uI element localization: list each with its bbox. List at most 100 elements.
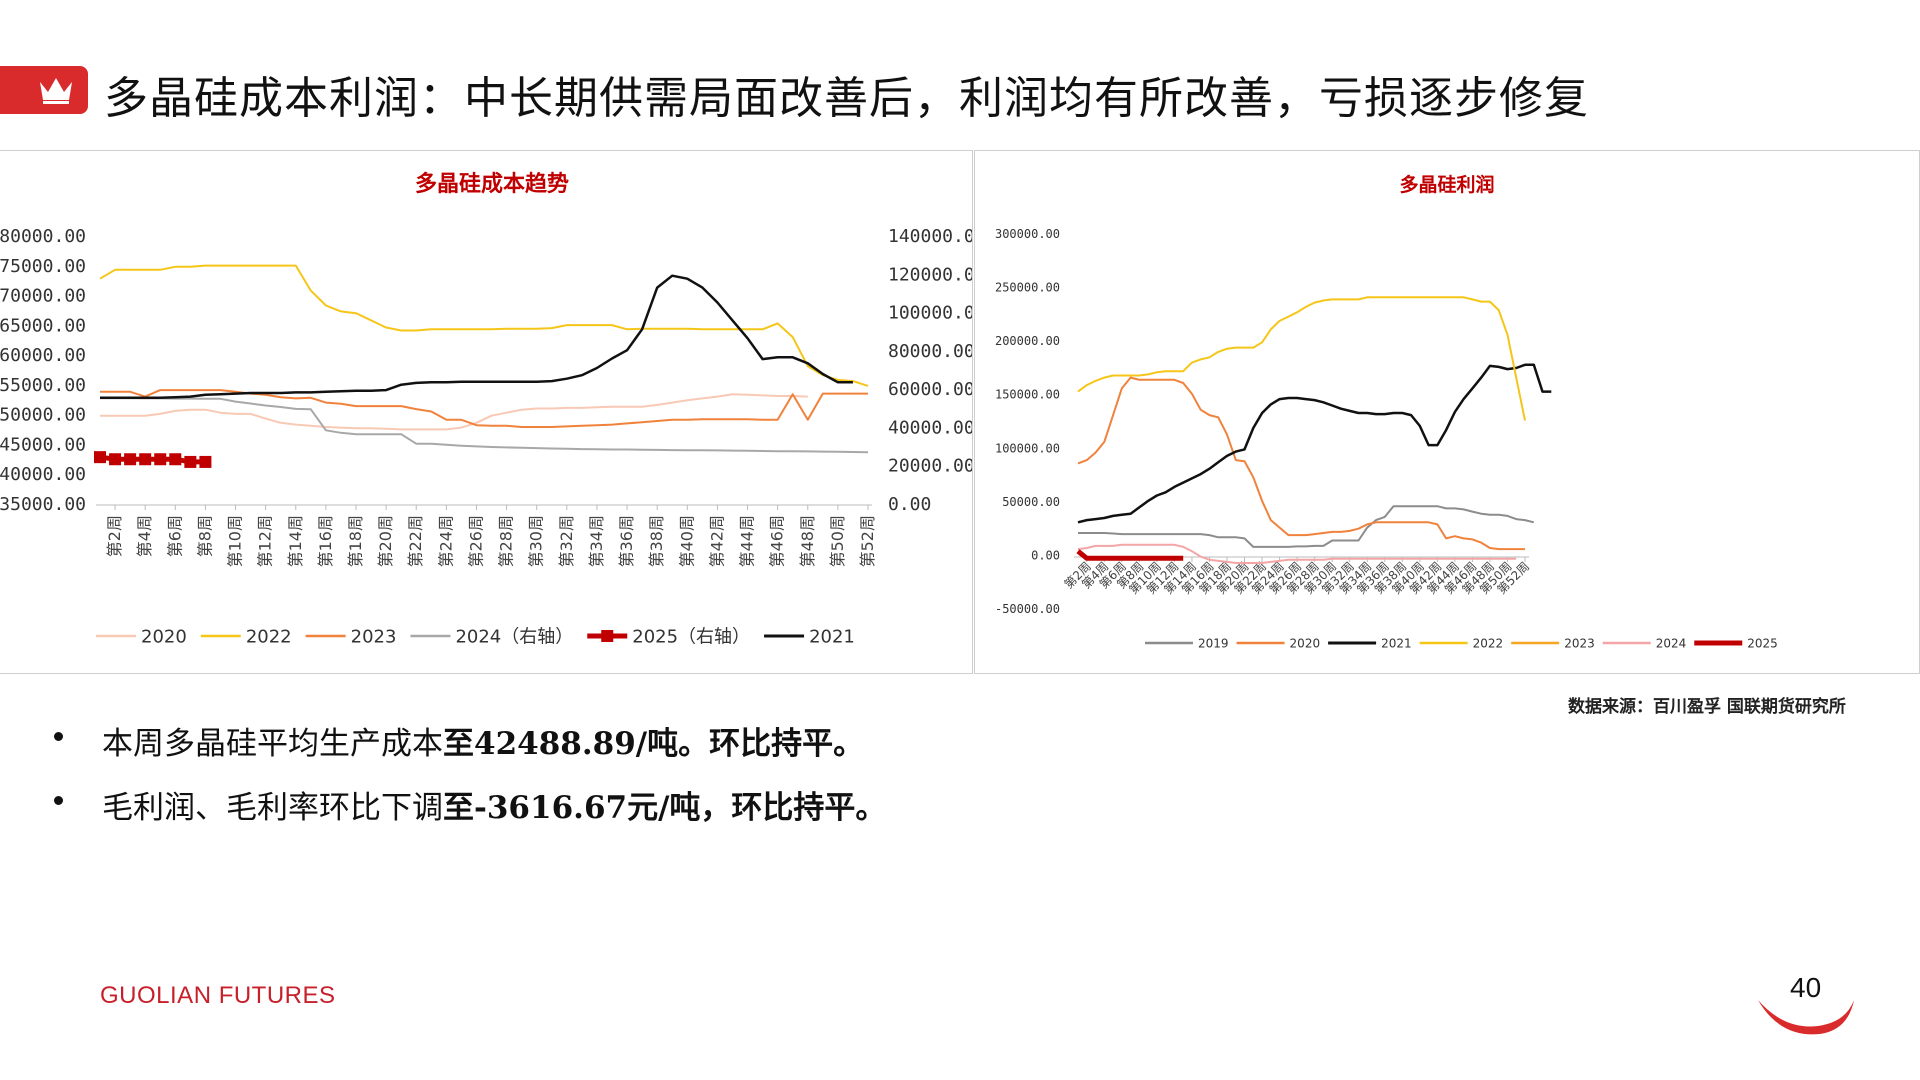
series-line xyxy=(1078,505,1535,548)
legend-label: 2024（右轴） xyxy=(455,626,573,647)
series-line xyxy=(1077,376,1525,551)
x-tick-label: 第22周 xyxy=(406,515,425,567)
y-tick-label: 50000.00 xyxy=(1002,495,1060,509)
series-marker xyxy=(94,451,106,464)
cost-chart-panel: 多晶硅成本趋势 80000.00 75000.00 70000.00 65000.00 6… xyxy=(0,150,973,674)
x-tick-label: 第48周 xyxy=(798,515,817,567)
series-line xyxy=(99,264,869,387)
x-tick-label: 第20周 xyxy=(376,515,395,567)
x-tick-label: 第18周 xyxy=(346,515,365,567)
series-marker xyxy=(139,453,152,466)
series-marker xyxy=(169,453,182,466)
y-tick-label: 200000.00 xyxy=(995,334,1060,348)
legend-label: 2019 xyxy=(1198,636,1229,650)
series-line xyxy=(1077,363,1552,524)
title-accent-bar xyxy=(0,66,88,114)
swoosh-icon xyxy=(1758,1000,1854,1035)
y-tick-label: 0.00 xyxy=(1031,548,1060,562)
y-tick-label: 40000.00 xyxy=(0,464,86,485)
x-tick-label: 第46周 xyxy=(768,515,787,567)
x-tick-label: 第36周 xyxy=(617,515,636,567)
y-tick-label: 65000.00 xyxy=(0,315,86,336)
x-tick-label: 第44周 xyxy=(738,515,757,567)
bullet-text-bold: 至42488.89/吨。环比持平。 xyxy=(443,726,865,762)
x-tick-label: 第2周 xyxy=(105,515,124,557)
y-tick-label: 60000.00 xyxy=(0,345,86,366)
brand-logo-text: GUOLIAN FUTURES xyxy=(100,982,336,1009)
bullet-text-bold: 至-3616.67元/吨，环比持平。 xyxy=(443,790,887,826)
y2-tick-label: 0.00 xyxy=(888,494,931,515)
y-tick-label: 80000.00 xyxy=(0,226,86,247)
x-tick-label: 第52周 xyxy=(858,515,877,567)
y2-tick-label: 40000.00 xyxy=(888,417,972,438)
bullet-item-cost: 本周多晶硅平均生产成本至42488.89/吨。环比持平。 xyxy=(50,718,886,782)
y-tick-label: 45000.00 xyxy=(0,434,86,455)
series-line xyxy=(1077,543,1517,564)
legend-label: 2021 xyxy=(1381,636,1412,650)
x-tick-label: 第10周 xyxy=(226,515,245,567)
series-line xyxy=(100,389,868,428)
series-marker xyxy=(184,455,197,468)
x-tick-label: 第12周 xyxy=(256,515,275,567)
y2-tick-label: 120000.00 xyxy=(888,264,972,285)
series-line xyxy=(1077,296,1526,421)
x-tick-label: 第32周 xyxy=(557,515,576,567)
y2-tick-label: 60000.00 xyxy=(888,379,972,400)
x-tick-label: 第42周 xyxy=(707,515,726,567)
y-tick-label: 70000.00 xyxy=(0,286,86,307)
legend-label: 2021 xyxy=(809,626,855,647)
legend-label: 2023 xyxy=(351,626,397,647)
profit-chart-panel: 多晶硅利润 300000.00 250000.00 200000.00 150000.0… xyxy=(974,150,1920,674)
y-tick-label: 55000.00 xyxy=(0,375,86,396)
x-tick-label: 第38周 xyxy=(647,515,666,567)
page-title: 多晶硅成本利润：中长期供需局面改善后，利润均有所改善，亏损逐步修复 xyxy=(104,73,1589,124)
chart-title: 多晶硅利润 xyxy=(1399,173,1494,196)
series-line xyxy=(100,274,853,400)
bullet-item-profit: 毛利润、毛利率环比下调至-3616.67元/吨，环比持平。 xyxy=(50,782,886,846)
y2-tick-label: 100000.00 xyxy=(888,303,972,324)
x-tick-label: 第28周 xyxy=(497,515,516,567)
x-tick-label: 第14周 xyxy=(286,515,305,567)
legend-label: 2020 xyxy=(141,626,187,647)
y-tick-label: 75000.00 xyxy=(0,256,86,277)
x-tick-label: 第16周 xyxy=(316,515,335,567)
x-tick-label: 第26周 xyxy=(466,515,485,567)
x-tick-label: 第24周 xyxy=(436,515,455,567)
series-marker xyxy=(199,455,212,468)
x-tick-label: 第40周 xyxy=(677,515,696,567)
y-tick-label: 35000.00 xyxy=(0,494,86,515)
legend-label: 2025（右轴） xyxy=(632,626,750,647)
y-tick-label: 50000.00 xyxy=(0,405,86,426)
bullet-dot xyxy=(54,732,63,741)
bullet-text: 毛利润、毛利率环比下调 xyxy=(102,790,443,826)
page-number: 40 xyxy=(1790,972,1822,1003)
cost-trend-chart: 多晶硅成本趋势 80000.00 75000.00 70000.00 65000.00 6… xyxy=(0,171,972,647)
y2-tick-label: 140000.00 xyxy=(888,226,972,247)
y-tick-label: 250000.00 xyxy=(995,281,1060,295)
data-source-note: 数据来源：百川盈孚 国联期货研究所 xyxy=(1568,697,1846,717)
x-tick-label: 第4周 xyxy=(135,515,154,557)
bullet-list: 本周多晶硅平均生产成本至42488.89/吨。环比持平。 毛利润、毛利率环比下调… xyxy=(50,718,886,846)
x-tick-label: 第8周 xyxy=(195,515,214,557)
y-tick-label: -50000.00 xyxy=(995,602,1060,616)
legend-marker xyxy=(601,630,614,642)
x-tick-label: 第30周 xyxy=(527,515,546,567)
series-marker xyxy=(109,453,122,466)
legend-label: 2024 xyxy=(1656,636,1687,650)
series-marker xyxy=(154,453,167,466)
x-tick-label: 第50周 xyxy=(828,515,847,567)
series-line xyxy=(1076,549,1184,561)
chart-title: 多晶硅成本趋势 xyxy=(415,171,569,197)
y-tick-label: 150000.00 xyxy=(995,388,1060,402)
y2-tick-label: 20000.00 xyxy=(888,456,972,477)
x-tick-label: 第34周 xyxy=(587,515,606,567)
y2-tick-label: 80000.00 xyxy=(888,341,972,362)
series-line xyxy=(100,397,869,454)
legend-label: 2020 xyxy=(1290,636,1321,650)
crown-icon xyxy=(40,78,72,104)
legend-label: 2022 xyxy=(1473,636,1504,650)
series-marker xyxy=(124,453,137,466)
y-tick-label: 100000.00 xyxy=(995,441,1060,455)
bullet-text: 本周多晶硅平均生产成本 xyxy=(102,726,443,762)
legend-label: 2025 xyxy=(1747,636,1778,650)
